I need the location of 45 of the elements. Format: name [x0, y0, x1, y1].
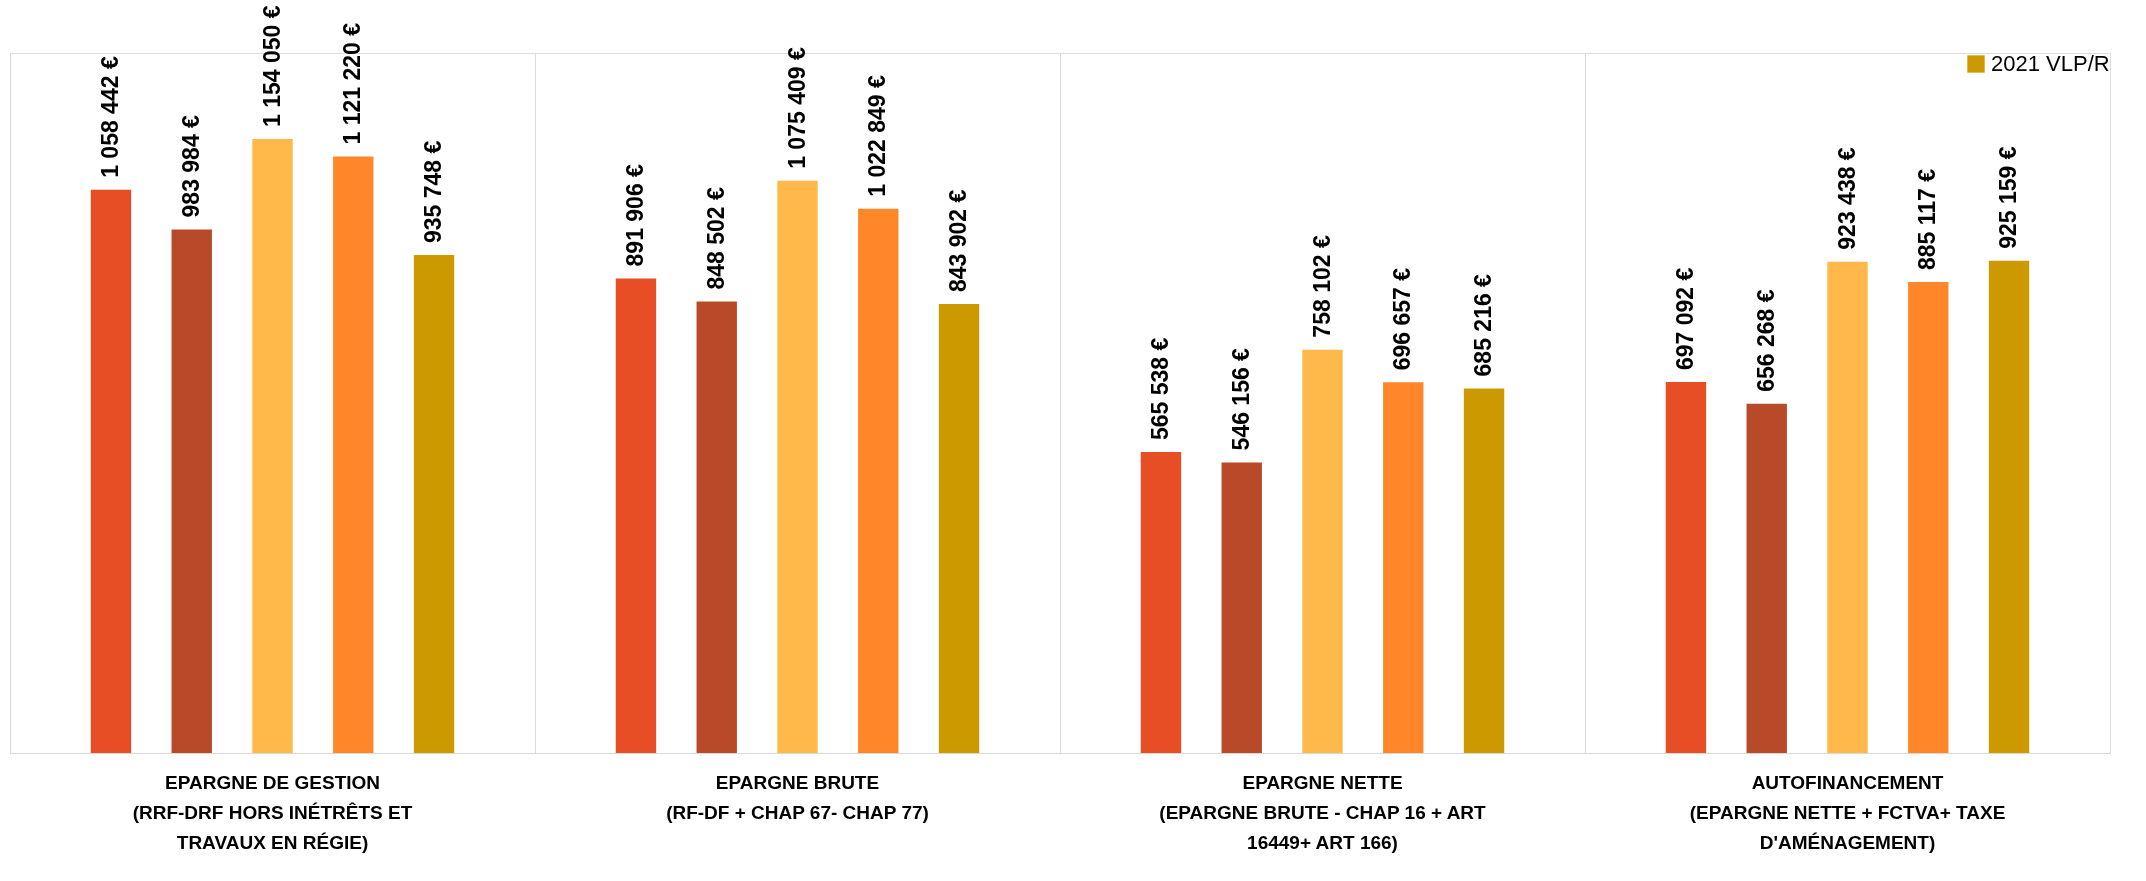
bar: [1746, 403, 1787, 753]
x-tick-label: EPARGNE NETTE (EPARGNE BRUTE - CHAP 16 + ART 16449+ ART 166): [1159, 771, 1487, 853]
data-label: 1 121 220 €: [339, 22, 366, 145]
bar: [1665, 382, 1707, 753]
data-label: 983 984 €: [177, 114, 204, 218]
bar: [858, 208, 899, 753]
x-tick-label: EPARGNE DE GESTION (RRF-DRF HORS INÉTRÊTS ET TRAVAUX EN RÉGIE): [132, 771, 413, 853]
bar: [615, 278, 657, 753]
bar: [777, 180, 818, 753]
data-label: 685 216 €: [1470, 273, 1497, 377]
bar: [1908, 282, 1949, 753]
data-label: 935 748 €: [420, 140, 447, 244]
data-label: 885 117 €: [1914, 168, 1941, 271]
bar: [1302, 349, 1343, 753]
data-label: 696 657 €: [1389, 267, 1416, 371]
data-label: 891 906 €: [621, 163, 648, 267]
data-label: 697 092 €: [1671, 267, 1698, 371]
bar: [252, 138, 293, 753]
bar: [90, 189, 132, 753]
bar: [696, 301, 737, 753]
data-label: 1 058 442 €: [96, 56, 123, 178]
data-label: 1 154 050 €: [258, 5, 285, 127]
data-label: 925 159 €: [1995, 146, 2022, 249]
bar: [1221, 462, 1262, 753]
data-label: 843 902 €: [945, 189, 972, 292]
data-label: 923 438 €: [1833, 147, 1860, 250]
x-tick-label: AUTOFINANCEMENT (EPARGNE NETTE + FCTVA+ TAXE D'AMÉNAGEMENT): [1689, 771, 2006, 853]
data-label: 546 156 €: [1227, 347, 1254, 451]
bar: [333, 156, 374, 753]
bar: [1463, 388, 1505, 753]
data-label: 758 102 €: [1308, 235, 1335, 338]
bar: [1383, 382, 1424, 753]
data-label: 565 538 €: [1146, 337, 1173, 441]
bar: [1140, 452, 1182, 753]
x-tick-label: EPARGNE BRUTE (RF-DF + CHAP 67- CHAP 77): [666, 771, 929, 823]
data-label: 848 502 €: [702, 187, 729, 290]
data-label: 1 022 849 €: [864, 75, 891, 197]
bar: [1827, 261, 1868, 753]
data-label: 1 075 409 €: [783, 47, 810, 169]
bar: [171, 229, 212, 753]
bar: [1988, 260, 2030, 753]
data-label: 656 268 €: [1752, 289, 1779, 392]
legend-label: 2021 VLP/R: [1991, 51, 2110, 76]
bar: [938, 303, 980, 753]
bar: [413, 255, 455, 753]
